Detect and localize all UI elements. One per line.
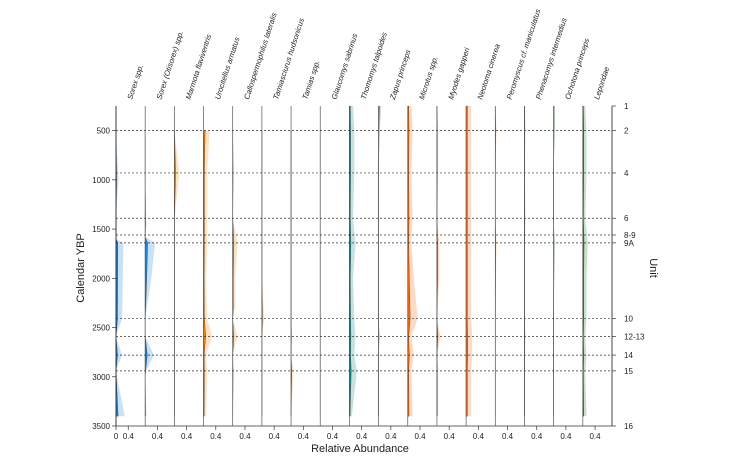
x-tick-label: 0.4 [414,432,426,441]
y-tick-label: 2000 [92,274,110,283]
x-tick-label: 0.4 [385,432,397,441]
taxon-exaggerated-area [495,106,497,417]
unit-tick-label: 2 [624,127,629,136]
y-tick-label: 1500 [92,225,110,234]
y-tick-label: 3500 [92,422,110,431]
unit-axis-title: Unit [647,258,659,278]
unit-tick-label: 8-9 [624,231,636,240]
taxon-label: Neotoma cinerea [476,43,502,101]
taxon-label: Glaucomys sabrinus [330,32,360,100]
taxon-panel [203,106,213,426]
unit-tick-label: 16 [624,422,633,431]
taxon-abundance-area [349,105,352,417]
taxon-exaggerated-area [116,130,125,417]
unit-tick-label: 6 [624,214,629,223]
taxon-label: Leporidae [592,66,611,101]
unit-axis: 1 2 4 6 8-99A 10 12-13 14 15 16 [611,102,645,431]
unit-tick-label: 10 [624,315,633,324]
x-tick-label: 0.4 [210,432,222,441]
x-tick-label: 0.4 [239,432,251,441]
taxon-label: Zapus princeps [388,48,413,101]
taxon-panel [494,105,497,426]
taxon-panel [261,106,265,426]
unit-tick-label: 14 [624,351,633,360]
taxon-exaggerated-area [145,130,155,417]
x-axis: 0 0.4 0.4 0.4 0.4 0.4 0.4 0.4 0.4 0.4 0.4 0.4 0.4 0.4… [114,425,612,441]
unit-tick-label: 15 [624,367,633,376]
taxon-panel [378,105,381,426]
taxon-label: Callospermophilus lateralis [242,11,279,100]
taxon-label: Phenacomys intermedius [534,17,569,101]
taxon-abundance-area [465,105,468,417]
taxon-panel [232,106,238,426]
x-tick-label: 0.4 [269,432,281,441]
x-tick-label: 0.4 [327,432,339,441]
x-tick-label: 0.4 [444,432,456,441]
taxon-label: Urocitellus armatus [213,36,242,101]
taxon-label: Tamias spp. [300,59,321,100]
taxon-label: Myodes gapperi [446,46,471,100]
x-tick-label: 0.4 [502,432,514,441]
unit-boundary-lines [116,130,612,372]
unit-tick-label: 1 [624,102,629,111]
taxon-exaggerated-area [378,106,381,417]
taxon-abundance-area [407,105,411,417]
taxon-exaggerated-area [261,130,265,417]
y-tick-label: 2500 [92,324,110,333]
x-tick-label: 0.4 [531,432,543,441]
x-tick-label: 0.4 [356,432,368,441]
taxon-exaggerated-area [553,106,555,417]
taxon-exaggerated-area [291,130,294,417]
taxon-label: Sorex spp. [125,63,145,100]
taxon-panel [174,106,180,426]
x-tick-label: 0.4 [473,432,485,441]
taxon-labels: Sorex spp. Sorex (Otisorex) spp.Marmota f… [125,8,611,102]
x-tick-label: 0.4 [590,432,602,441]
x-axis-title: Relative Abundance [311,443,409,455]
taxon-exaggerated-area [349,106,357,417]
x-tick-label: 0.4 [181,432,193,441]
taxon-label: Microtus spp. [417,55,440,101]
taxon-panel [553,105,555,426]
taxon-label: Ochotona princeps [563,37,591,101]
unit-tick-label: 4 [624,169,629,178]
y-tick-label: 500 [97,127,111,136]
taxon-panels [115,105,588,426]
taxon-exaggerated-area [407,106,418,417]
x-tick-label: 0 [114,432,119,441]
taxon-label: Tamiasciurus hudsonicus [271,17,306,101]
taxon-panel [144,106,155,426]
taxon-panel [582,105,588,426]
unit-tick-label: 9A [624,239,634,248]
unit-tick-label: 12-13 [624,332,645,341]
taxon-panel [436,105,441,426]
y-tick-label: 3000 [92,373,110,382]
x-tick-label: 0.4 [123,432,135,441]
taxon-panel [115,106,125,426]
x-tick-label: 0.4 [298,432,310,441]
y-axis: 500 1000 1500 2000 2500 3000 3500 [92,106,117,431]
taxon-panel [465,105,473,426]
taxon-label: Sorex (Otisorex) spp. [155,30,186,101]
taxon-exaggerated-area [174,130,180,417]
taxon-exaggerated-area [203,130,213,417]
taxon-exaggerated-area [582,106,588,417]
taxon-label: Thomomys talpoides [359,31,389,101]
x-tick-label: 0.4 [152,432,164,441]
x-tick-label: 0.4 [560,432,572,441]
taxon-exaggerated-area [232,130,238,417]
taxon-panel [349,105,357,426]
taxon-label: Marmota flaviventris [184,33,214,101]
taxon-panel [407,105,418,426]
taxon-panel [290,106,294,426]
y-tick-label: 1000 [92,176,110,185]
taxon-panel [524,105,526,426]
y-axis-title: Calendar YBP [75,233,87,303]
